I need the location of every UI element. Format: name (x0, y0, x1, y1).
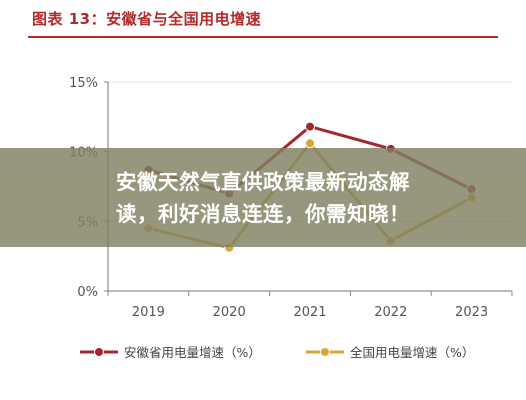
y-tick-label: 0% (77, 285, 98, 300)
x-tick-label: 2021 (293, 305, 326, 320)
figure-title: 图表 13：安徽省与全国用电增速 (32, 10, 262, 28)
x-tick-label: 2022 (374, 305, 407, 320)
legend-marker-2 (320, 347, 330, 357)
title-rule (28, 36, 498, 38)
legend-label-2: 全国用电量增速（%） (350, 345, 474, 360)
series-2-point (305, 138, 315, 149)
headline-line-2: 读，利好消息连连，你需知晓！ (116, 201, 410, 226)
x-tick-label: 2020 (213, 305, 246, 320)
headline-line-1: 安徽天然气直供政策最新动态解 (116, 169, 410, 194)
y-tick-label: 15% (69, 76, 98, 91)
series-1-point (305, 121, 315, 132)
legend-label-1: 安徽省用电量增速（%） (124, 345, 261, 360)
headline-banner: 安徽天然气直供政策最新动态解 读，利好消息连连，你需知晓！ (0, 148, 526, 247)
x-tick-label: 2023 (455, 305, 488, 320)
figure-header: 图表 13：安徽省与全国用电增速 (0, 0, 526, 44)
x-tick-label: 2019 (132, 305, 165, 320)
legend-marker-1 (94, 347, 104, 357)
